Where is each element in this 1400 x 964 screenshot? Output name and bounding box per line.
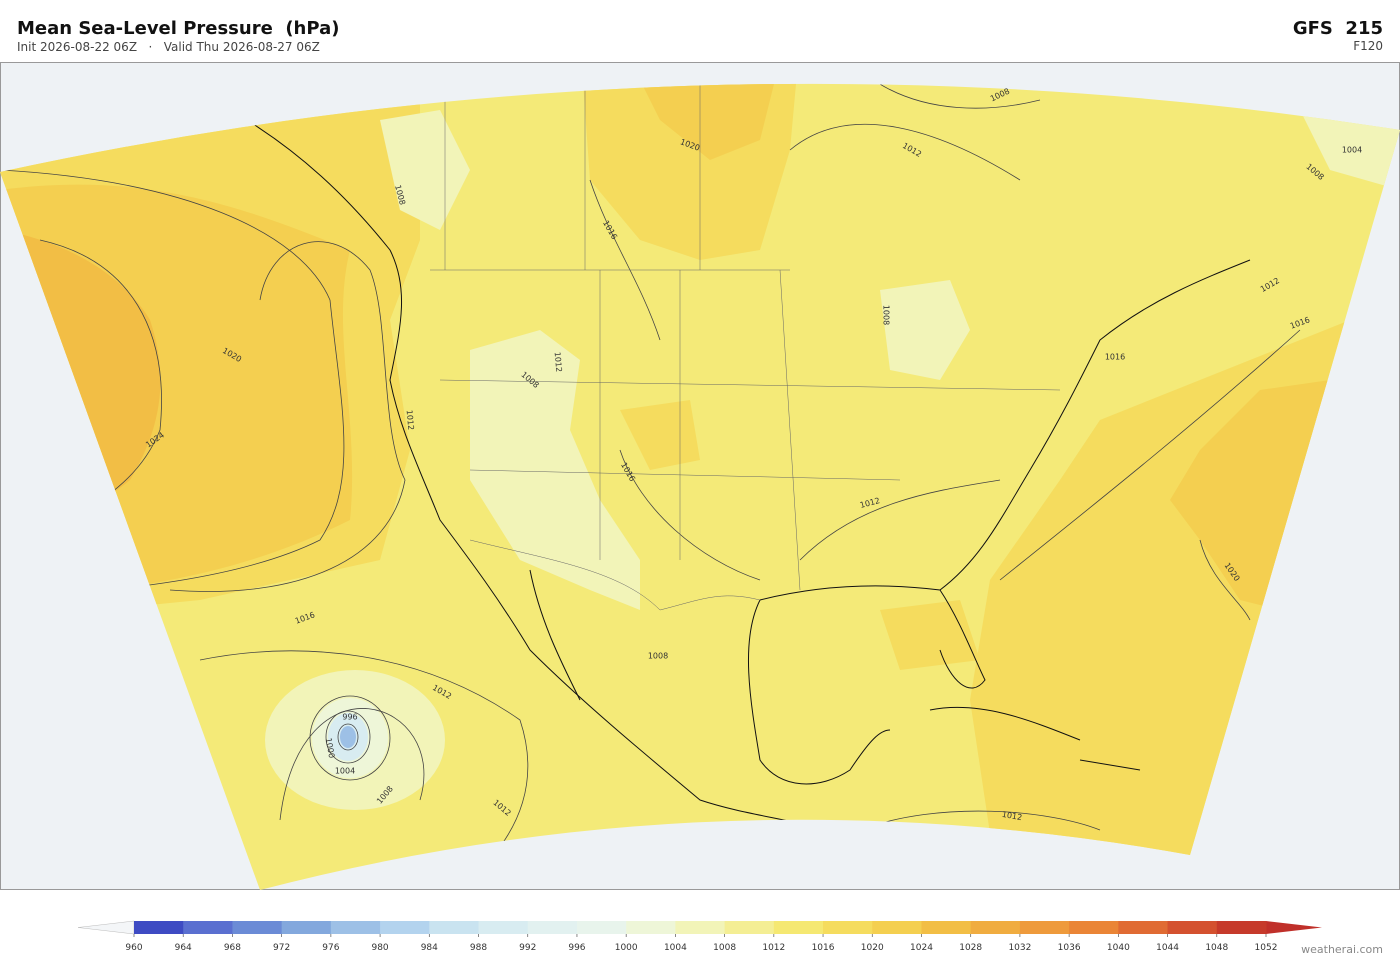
colorbar-tick-label: 1016 bbox=[812, 943, 835, 953]
contour-label: 1000 bbox=[324, 737, 336, 759]
colorbar-tick-label: 1036 bbox=[1058, 943, 1081, 953]
colorbar-under bbox=[77, 920, 135, 935]
colorbar-tick-label: 1052 bbox=[1255, 943, 1278, 953]
colorbar-tick-label: 988 bbox=[470, 943, 487, 953]
colorbar-segment bbox=[921, 921, 972, 934]
colorbar-tick-label: 960 bbox=[125, 943, 142, 953]
colorbar-tick-label: 984 bbox=[421, 943, 438, 953]
colorbar-segment bbox=[724, 921, 775, 934]
colorbar-tick-label: 992 bbox=[519, 943, 536, 953]
colorbar-segment bbox=[1019, 921, 1070, 934]
colorbar-tick-label: 972 bbox=[273, 943, 290, 953]
colorbar-segment bbox=[823, 921, 873, 934]
colorbar-tick-label: 1000 bbox=[615, 943, 638, 953]
hurricane-core bbox=[340, 726, 356, 748]
field-gulf bbox=[880, 600, 980, 670]
isobars bbox=[0, 83, 1301, 871]
colorbar-tick-label: 980 bbox=[371, 943, 388, 953]
contour-label: 1008 bbox=[648, 652, 668, 661]
field-nw-low bbox=[380, 110, 470, 230]
contour-label: 1004 bbox=[1342, 146, 1362, 155]
contour-label: 1016 bbox=[1105, 353, 1125, 362]
colorbar-tick-label: 1032 bbox=[1008, 943, 1031, 953]
colorbar-segment bbox=[429, 921, 480, 934]
colorbar: 960 964 968 972 976 980 984 988 992 996 1000 1004 10… bbox=[77, 920, 1322, 953]
colorbar-segment bbox=[527, 921, 578, 934]
colorbar-segment bbox=[872, 921, 922, 934]
colorbar-tick-label: 1044 bbox=[1156, 943, 1179, 953]
contour-label: 1012 bbox=[553, 351, 564, 372]
forecast-hour: F120 bbox=[1353, 39, 1383, 53]
colorbar-segment bbox=[1069, 921, 1119, 934]
colorbar-tick-label: 1020 bbox=[861, 943, 884, 953]
colorbar-segment bbox=[970, 921, 1021, 934]
colorbar-over bbox=[1266, 921, 1322, 934]
colorbar-segment bbox=[134, 921, 184, 934]
colorbar-tick-label: 1040 bbox=[1107, 943, 1130, 953]
colorbar-segment bbox=[232, 921, 283, 934]
field-lakes-low bbox=[880, 280, 970, 380]
colorbar-segment bbox=[773, 921, 824, 934]
colorbar-tick-label: 1012 bbox=[762, 943, 785, 953]
contour-label: 1012 bbox=[1001, 810, 1023, 822]
colorbar-tick-label: 1004 bbox=[664, 943, 687, 953]
colorbar-segment bbox=[675, 921, 726, 934]
coastlines bbox=[229, 109, 1251, 851]
contour-label: 1012 bbox=[405, 409, 416, 430]
colorbar-segment bbox=[330, 921, 381, 934]
colorbar-segment bbox=[1216, 921, 1267, 934]
colorbar-segment bbox=[183, 921, 233, 934]
model-label: GFS 215 bbox=[1293, 18, 1383, 39]
colorbar-tick-label: 1048 bbox=[1205, 943, 1228, 953]
colorbar-segment bbox=[380, 921, 430, 934]
colorbar-segment bbox=[281, 921, 332, 934]
colorbar-tick-label: 964 bbox=[175, 943, 192, 953]
colorbar-segment bbox=[1118, 921, 1169, 934]
colorbar-tick-label: 1024 bbox=[910, 943, 933, 953]
colorbar-tick-label: 1028 bbox=[959, 943, 982, 953]
borders bbox=[430, 83, 1061, 611]
field-desert-low bbox=[470, 330, 640, 610]
contour-label: 1004 bbox=[335, 767, 355, 776]
colorbar-tick-label: 1008 bbox=[713, 943, 736, 953]
colorbar-segment bbox=[626, 921, 676, 934]
colorbar-tick-label: 968 bbox=[224, 943, 241, 953]
contour-label: 996 bbox=[342, 713, 357, 722]
contour-label: 1008 bbox=[882, 305, 891, 325]
colorbar-tick-label: 996 bbox=[568, 943, 585, 953]
attribution: weatherai.com bbox=[1301, 943, 1383, 956]
colorbar-segment bbox=[1167, 921, 1218, 934]
title: Mean Sea-Level Pressure (hPa) bbox=[17, 18, 339, 39]
colorbar-segment bbox=[576, 921, 627, 934]
colorbar-tick-label: 976 bbox=[322, 943, 339, 953]
subtitle: Init 2026-08-22 06Z · Valid Thu 2026-08-… bbox=[17, 40, 320, 54]
colorbar-segment bbox=[478, 921, 529, 934]
